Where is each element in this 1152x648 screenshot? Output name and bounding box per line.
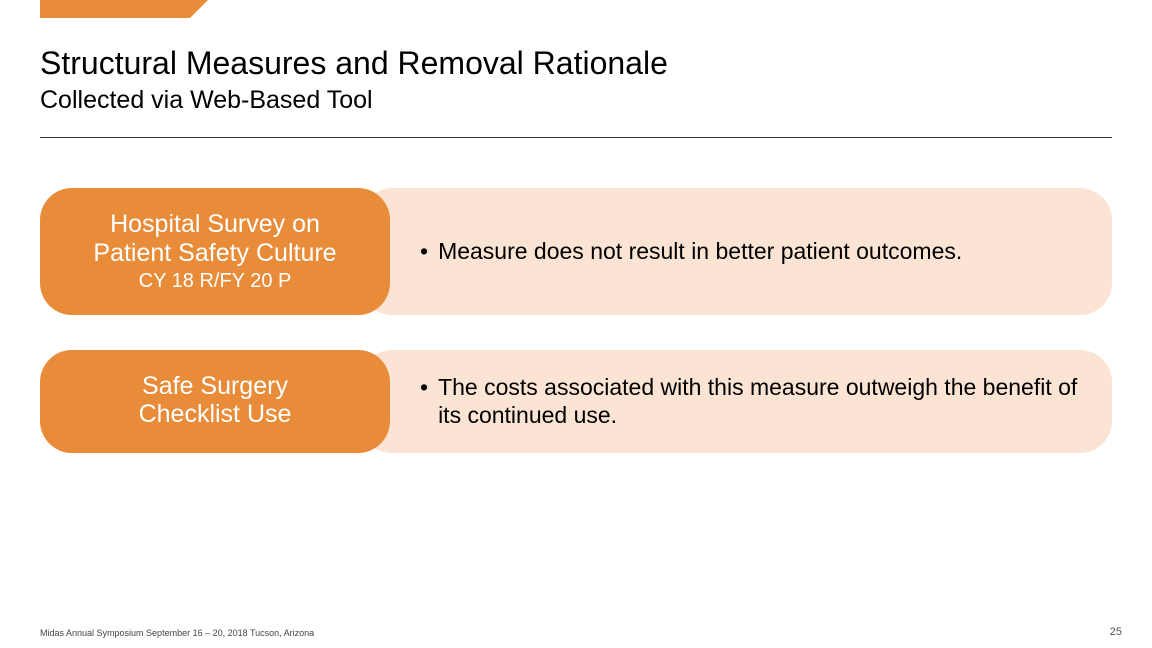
measure-pill-left: Hospital Survey on Patient Safety Cultur… xyxy=(40,188,390,315)
top-accent-tab xyxy=(40,0,190,18)
measure-pill-left: Safe Surgery Checklist Use xyxy=(40,350,390,454)
bullet-dot-icon: • xyxy=(420,237,428,266)
measure-row: Safe Surgery Checklist Use • The costs a… xyxy=(40,350,1112,454)
page-subtitle: Collected via Web-Based Tool xyxy=(40,86,1112,115)
footer-text: Midas Annual Symposium September 16 – 20… xyxy=(40,628,314,638)
page-number: 25 xyxy=(1110,626,1122,638)
pill-title-line2: Checklist Use xyxy=(139,400,292,428)
bullet-item: • Measure does not result in better pati… xyxy=(420,237,962,266)
bullet-text: Measure does not result in better patien… xyxy=(438,237,962,266)
pill-subtext: CY 18 R/FY 20 P xyxy=(139,270,292,293)
pill-title: Safe Surgery Checklist Use xyxy=(139,372,292,430)
bullet-text: The costs associated with this measure o… xyxy=(438,373,1087,431)
page-title: Structural Measures and Removal Rational… xyxy=(40,45,1112,82)
bullet-item: • The costs associated with this measure… xyxy=(420,373,1087,431)
bullet-dot-icon: • xyxy=(420,373,428,431)
measure-pill-right: • Measure does not result in better pati… xyxy=(360,188,1112,315)
slide-content: Structural Measures and Removal Rational… xyxy=(0,0,1152,453)
divider-line xyxy=(40,137,1112,138)
measure-pill-right: • The costs associated with this measure… xyxy=(360,350,1112,454)
pill-title: Hospital Survey on Patient Safety Cultur… xyxy=(93,210,336,268)
measure-row: Hospital Survey on Patient Safety Cultur… xyxy=(40,188,1112,315)
pill-title-line2: Patient Safety Culture xyxy=(93,239,336,267)
pill-title-line1: Safe Surgery xyxy=(142,372,288,400)
pill-title-line1: Hospital Survey on xyxy=(110,210,320,238)
